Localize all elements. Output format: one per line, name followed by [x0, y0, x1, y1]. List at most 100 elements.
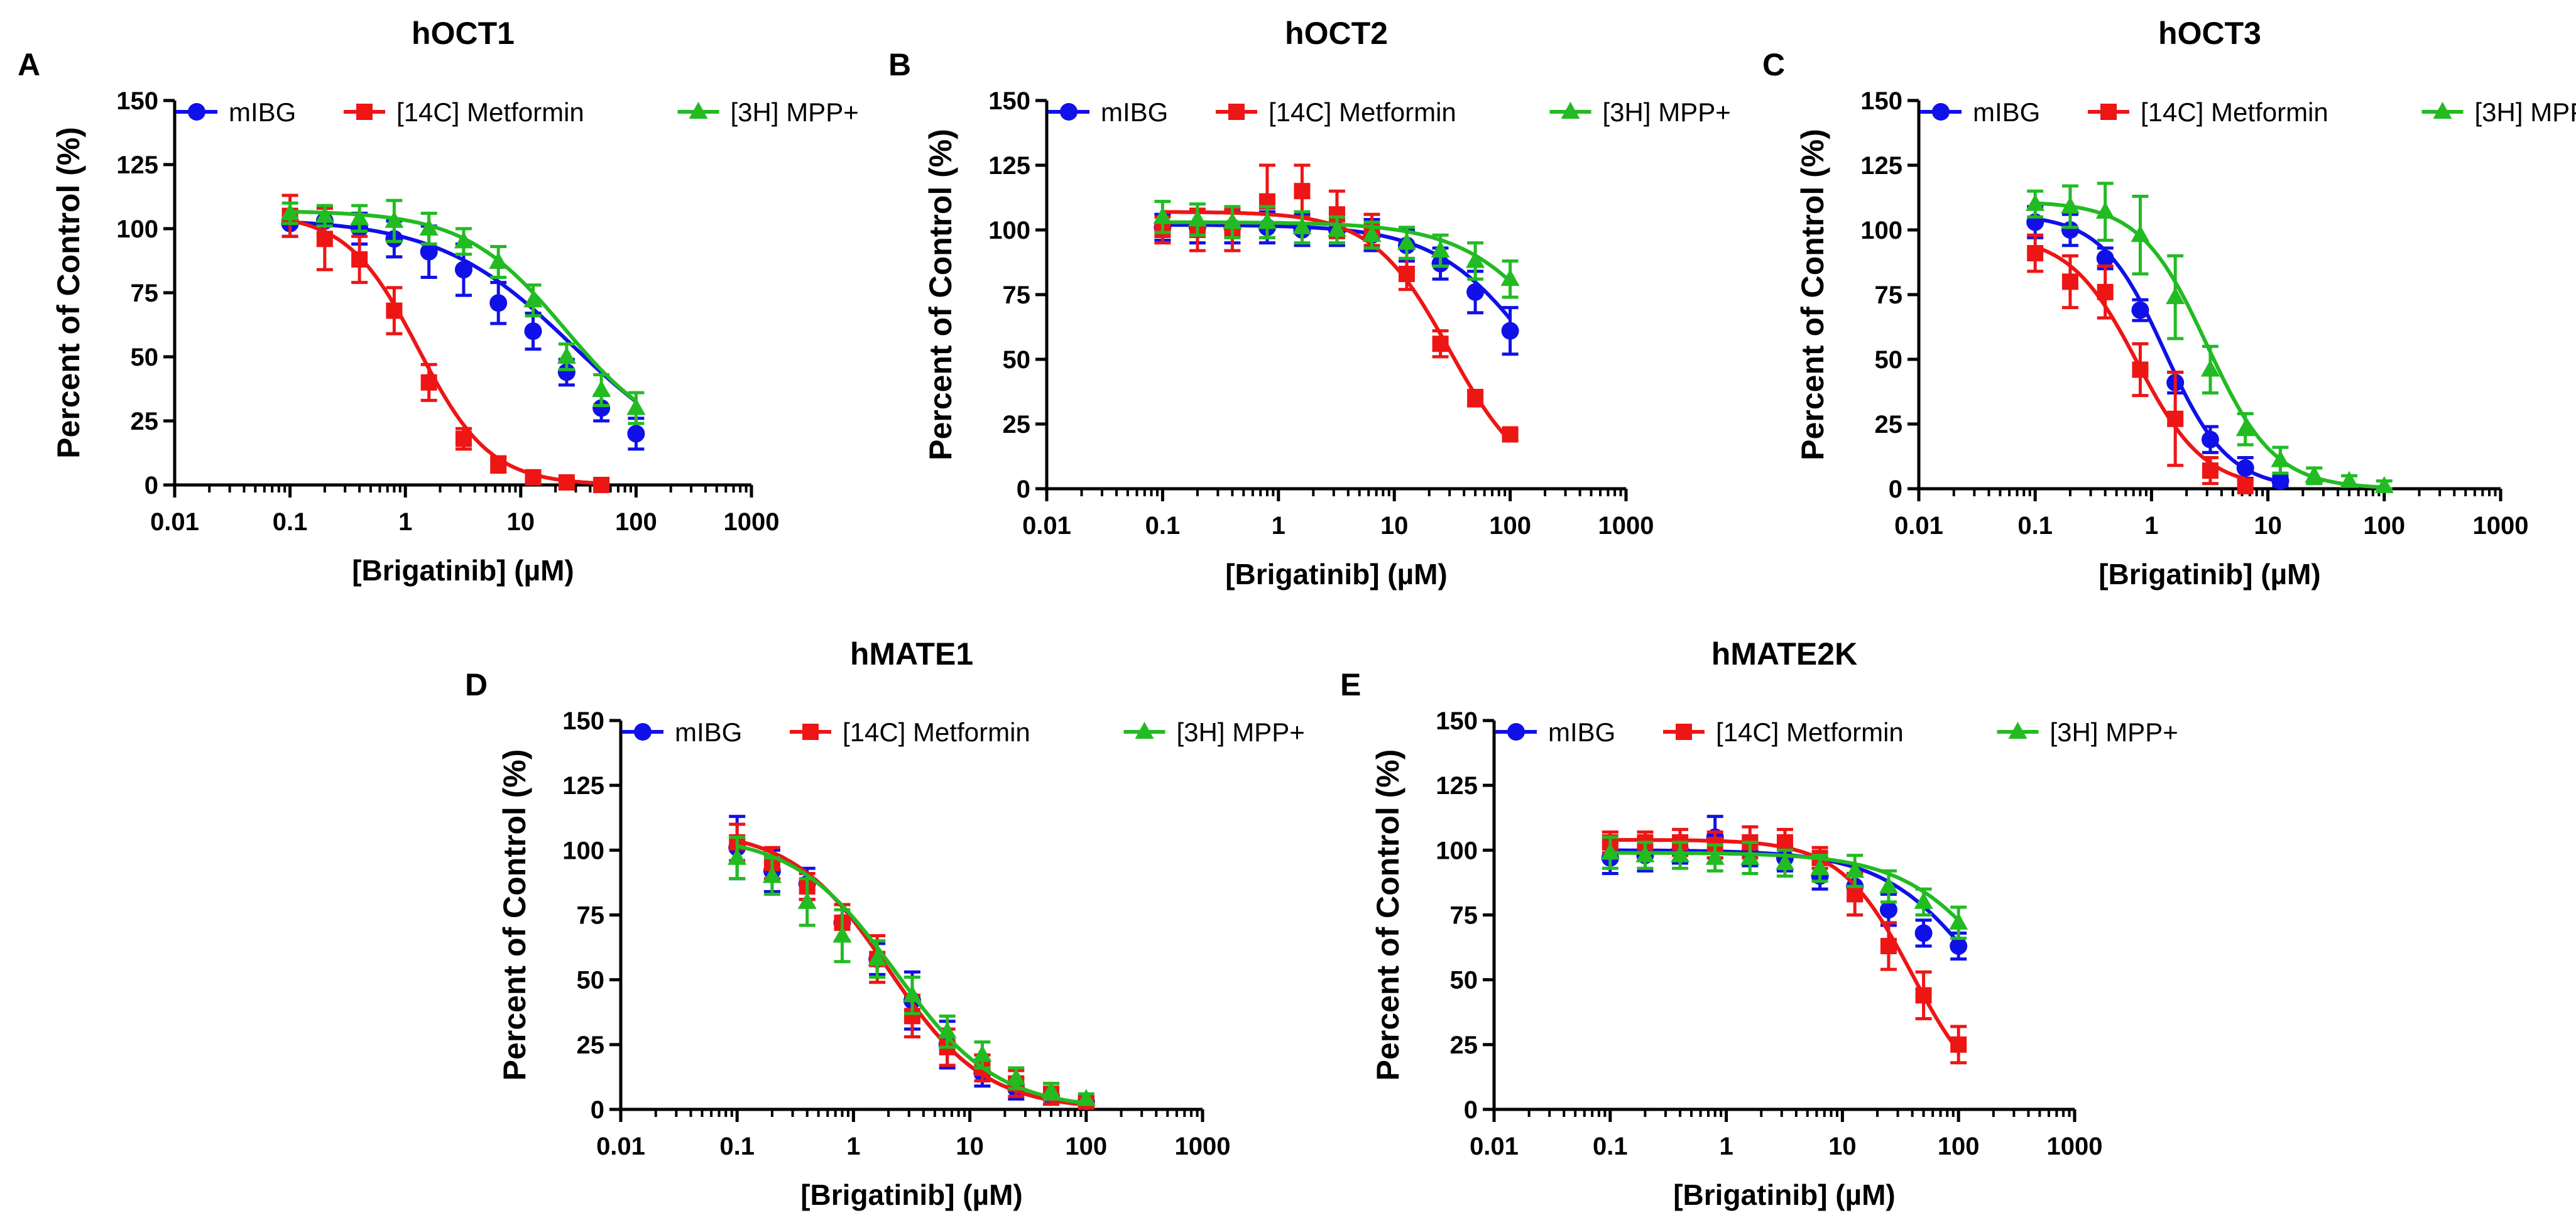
data-point [1502, 426, 1519, 443]
data-point [1847, 886, 1864, 903]
data-point [1880, 938, 1897, 955]
legend-item: [14C] Metformin [790, 717, 1030, 747]
legend-marker-circle-icon [634, 723, 652, 741]
y-tick-label: 75 [1875, 281, 1903, 309]
data-point [1432, 335, 1449, 352]
legend-marker-triangle-icon [2008, 722, 2028, 739]
y-axis-label: Percent of Control (%) [51, 127, 86, 459]
data-point [592, 399, 611, 417]
y-tick-label: 125 [1436, 772, 1478, 800]
data-point [1076, 1089, 1096, 1106]
y-tick-label: 75 [1003, 281, 1031, 309]
data-point [2166, 287, 2185, 305]
data-point [525, 469, 542, 486]
data-point [2131, 301, 2149, 319]
legend-label: mIBG [229, 97, 296, 127]
x-tick-label: 100 [1489, 512, 1531, 540]
legend-label: [14C] Metformin [1716, 717, 1904, 747]
legend-label: [3H] MPP+ [2050, 717, 2178, 747]
data-point [1635, 845, 1655, 863]
data-point [1007, 1068, 1026, 1086]
x-tick-label: 0.01 [1470, 1133, 1519, 1160]
y-tick-label: 150 [988, 87, 1030, 115]
x-tick-label: 0.01 [1894, 512, 1943, 540]
data-point [626, 398, 646, 415]
legend-label: mIBG [675, 717, 742, 747]
y-tick-label: 50 [1875, 346, 1903, 374]
data-point [1153, 207, 1172, 224]
data-point [1042, 1081, 1061, 1099]
x-tick-label: 100 [2363, 512, 2405, 540]
legend-marker-square-icon [356, 104, 373, 120]
data-point [1740, 847, 1760, 865]
legend-item: mIBG [176, 97, 296, 127]
series-circle [2026, 205, 2289, 490]
x-axis-label: [Brigatinib] (µM) [1673, 1178, 1896, 1211]
chart-title: hMATE2K [1711, 636, 1857, 672]
legend-item: [14C] Metformin [2088, 97, 2328, 127]
y-tick-label: 75 [131, 280, 159, 307]
data-point [973, 1045, 992, 1062]
data-point [2201, 430, 2219, 449]
legend-label: [3H] MPP+ [1603, 97, 1731, 127]
panel-label: D [465, 667, 488, 702]
legend-label: [14C] Metformin [396, 97, 584, 127]
x-tick-label: 1 [2144, 512, 2158, 540]
data-point [1949, 912, 1968, 930]
data-point [1187, 209, 1207, 227]
data-point [2027, 245, 2044, 262]
data-point [350, 208, 369, 226]
legend-label: [3H] MPP+ [2475, 97, 2576, 127]
x-tick-label: 1000 [1598, 512, 1654, 540]
legend-label: mIBG [1548, 717, 1615, 747]
data-point [902, 985, 922, 1003]
y-tick-label: 25 [1875, 411, 1903, 438]
legend-marker-circle-icon [188, 103, 205, 121]
data-point [1845, 861, 1865, 878]
data-point [2132, 361, 2149, 378]
data-point [455, 430, 472, 447]
data-point [490, 456, 507, 473]
legend-label: mIBG [1101, 97, 1168, 127]
series-triangle [280, 199, 646, 425]
data-point [2271, 472, 2289, 490]
data-point [2097, 283, 2114, 300]
data-point [2374, 476, 2394, 493]
x-tick-label: 0.1 [273, 508, 308, 536]
legend-label: [3H] MPP+ [1177, 717, 1305, 747]
fit-curve [289, 219, 602, 486]
x-tick-label: 0.1 [2017, 512, 2053, 540]
data-point [728, 847, 747, 865]
y-tick-label: 50 [131, 344, 159, 371]
data-point [1776, 834, 1793, 851]
data-point [1914, 924, 1933, 942]
legend-item: [3H] MPP+ [677, 97, 859, 127]
data-point [1775, 852, 1794, 870]
data-point [1705, 847, 1725, 865]
data-point [1914, 891, 1933, 909]
data-point [1915, 987, 1932, 1004]
y-tick-label: 150 [1860, 87, 1902, 115]
series-square [729, 822, 1094, 1110]
legend-label: [14C] Metformin [2141, 97, 2328, 127]
x-tick-label: 10 [1380, 512, 1409, 540]
y-tick-label: 25 [1003, 411, 1031, 438]
data-point [1362, 225, 1382, 242]
legend-item: [14C] Metformin [1216, 97, 1456, 127]
legend-marker-triangle-icon [689, 102, 708, 119]
data-point [2202, 462, 2219, 479]
data-point [1397, 232, 1416, 250]
series-square [1154, 163, 1519, 443]
data-point [832, 925, 852, 943]
x-tick-label: 1000 [1175, 1133, 1231, 1160]
y-tick-label: 100 [1860, 217, 1902, 244]
legend-item: mIBG [1048, 97, 1168, 127]
x-tick-label: 1000 [2047, 1133, 2103, 1160]
data-point [489, 252, 508, 269]
x-tick-label: 0.01 [150, 508, 199, 536]
legend-item: [3H] MPP+ [2421, 97, 2576, 127]
legend-marker-triangle-icon [1135, 722, 1154, 739]
x-axis-label: [Brigatinib] (µM) [2098, 558, 2321, 591]
series-triangle [1153, 200, 1520, 299]
